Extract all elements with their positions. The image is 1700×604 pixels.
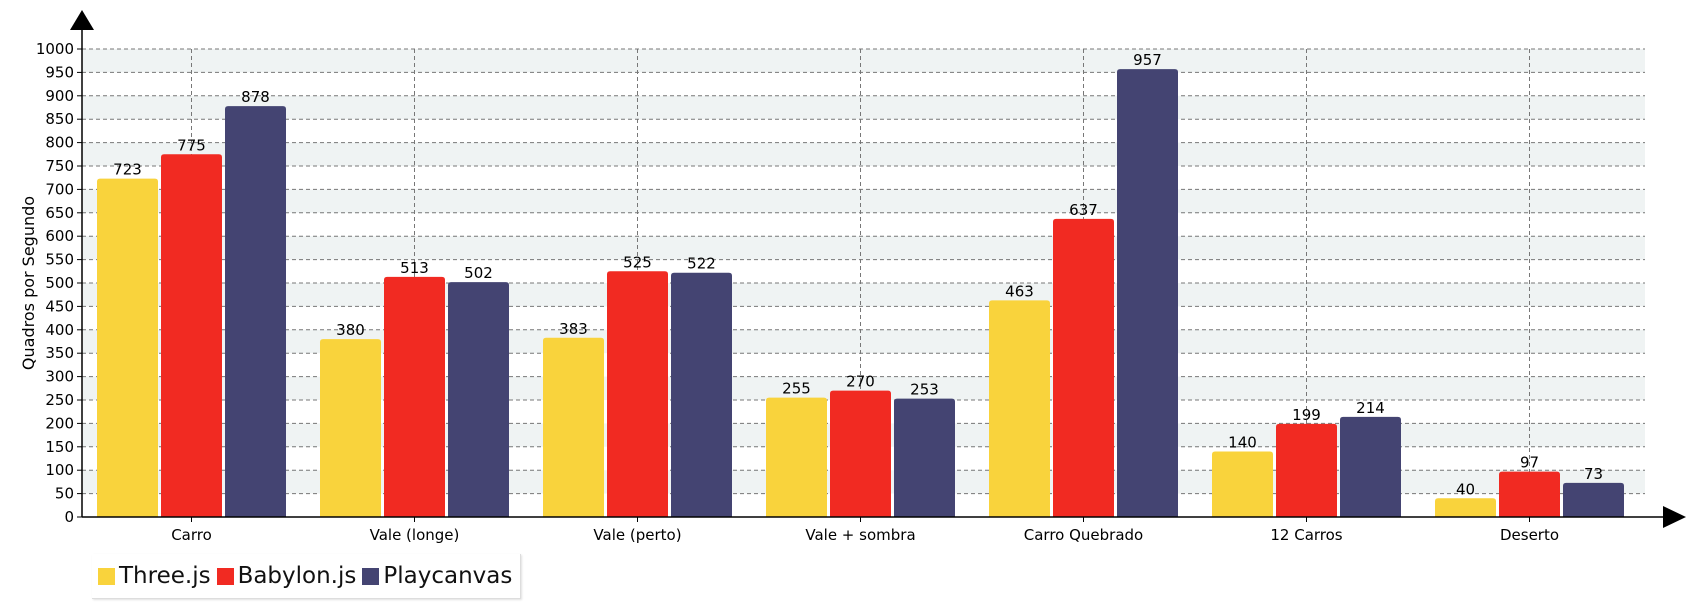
x-tick-labels: Carro Vale (longe) Vale (perto) Vale + somb… <box>171 517 1559 544</box>
bar <box>1435 498 1496 517</box>
y-tick-label: 150 <box>45 438 74 456</box>
legend-swatch <box>362 567 380 585</box>
bar-value-label: 380 <box>336 321 365 339</box>
bar-value-label: 73 <box>1584 465 1603 483</box>
x-tick-label: Vale + sombra <box>805 526 915 544</box>
background-band <box>82 49 1645 73</box>
bar <box>97 178 158 518</box>
y-tick-label: 250 <box>45 391 74 409</box>
bar-value-label: 775 <box>177 136 206 154</box>
data-labels: 723 775 878 380 513 502 383 525 522 255 270 253 463 6… <box>113 51 1603 498</box>
y-tick-label: 900 <box>45 87 74 105</box>
legend-swatch <box>216 567 234 585</box>
bar <box>1563 482 1624 517</box>
x-tick-label: Deserto <box>1500 526 1559 544</box>
chart-legend: Three.js Babylon.js Playcanvas <box>92 554 522 599</box>
background-band <box>82 95 1645 120</box>
legend-swatch <box>98 567 115 585</box>
bar-value-label: 502 <box>464 264 493 282</box>
bar <box>543 337 604 517</box>
bar <box>384 276 445 517</box>
bar <box>766 397 827 517</box>
legend-item: Babylon.js <box>216 563 357 589</box>
y-tick-label: 450 <box>45 297 74 315</box>
bar-value-label: 214 <box>1356 399 1385 417</box>
y-tick-label: 550 <box>45 251 74 269</box>
y-tick-label: 600 <box>45 227 74 245</box>
bar <box>671 272 732 517</box>
y-tick-label: 100 <box>45 461 74 479</box>
bar-value-label: 140 <box>1228 433 1257 451</box>
y-tick-label: 0 <box>64 508 74 526</box>
legend-label: Playcanvas <box>383 563 513 589</box>
x-tick-label: Vale (longe) <box>370 526 460 544</box>
bar <box>830 390 891 517</box>
y-tick-label: 750 <box>45 157 74 175</box>
bar-value-label: 513 <box>400 259 429 277</box>
y-tick-label: 700 <box>45 180 74 198</box>
bar <box>894 398 955 517</box>
legend-item: Playcanvas <box>362 563 512 589</box>
y-tick-label: 200 <box>45 414 74 432</box>
bar-value-label: 255 <box>782 380 811 398</box>
bar-value-label: 878 <box>241 88 270 106</box>
legend-label: Babylon.js <box>237 563 357 589</box>
y-tick-label: 800 <box>45 134 74 152</box>
legend-label: Three.js <box>119 563 211 589</box>
bar <box>225 106 286 517</box>
bar-value-label: 40 <box>1456 480 1475 498</box>
y-axis-label: Quadros por Segundo <box>19 196 38 370</box>
bar <box>1117 69 1178 518</box>
background-band <box>82 236 1645 260</box>
x-axis-arrow <box>1663 506 1686 528</box>
bar <box>1499 471 1560 517</box>
bar-value-label: 97 <box>1520 454 1539 472</box>
y-tick-label: 350 <box>45 344 74 362</box>
bar <box>161 154 222 518</box>
y-tick-label: 850 <box>45 110 74 128</box>
bar-value-label: 463 <box>1005 282 1034 300</box>
x-tick-label: Vale (perto) <box>593 526 681 544</box>
y-tick-label: 1000 <box>36 40 74 58</box>
bar <box>320 339 381 517</box>
background-band <box>82 189 1645 213</box>
bar <box>607 271 668 517</box>
y-tick-label: 50 <box>55 485 74 503</box>
y-tick-label: 300 <box>45 368 74 386</box>
x-tick-label: Carro <box>171 526 212 544</box>
background-band <box>82 283 1645 307</box>
bar <box>1212 451 1273 517</box>
bar <box>1276 423 1337 517</box>
bar-value-label: 637 <box>1069 201 1098 219</box>
axes <box>70 10 1686 528</box>
y-tick-label: 500 <box>45 274 74 292</box>
bar-value-label: 522 <box>687 255 716 273</box>
bar <box>448 282 509 517</box>
bar-value-label: 525 <box>623 253 652 271</box>
y-axis-arrow <box>70 10 94 30</box>
x-tick-label: 12 Carros <box>1270 526 1342 544</box>
bar-value-label: 270 <box>846 373 875 391</box>
bar-value-label: 957 <box>1133 51 1162 69</box>
y-tick-labels: 0 50 100 150 200 250 300 350 400 450 500 550 600 650 7… <box>36 40 82 526</box>
bars <box>97 69 1624 518</box>
bar-value-label: 383 <box>559 320 588 338</box>
bar <box>989 300 1050 517</box>
y-tick-label: 400 <box>45 321 74 339</box>
x-tick-label: Carro Quebrado <box>1024 526 1143 544</box>
y-tick-label: 650 <box>45 204 74 222</box>
background-band <box>82 329 1645 354</box>
legend-item: Three.js <box>98 563 211 589</box>
bar <box>1053 218 1114 517</box>
bar-value-label: 253 <box>910 381 939 399</box>
bar-value-label: 723 <box>113 161 142 179</box>
y-tick-label: 950 <box>45 63 74 81</box>
bar-value-label: 199 <box>1292 406 1321 424</box>
bar <box>1340 416 1401 517</box>
background-band <box>82 142 1645 166</box>
